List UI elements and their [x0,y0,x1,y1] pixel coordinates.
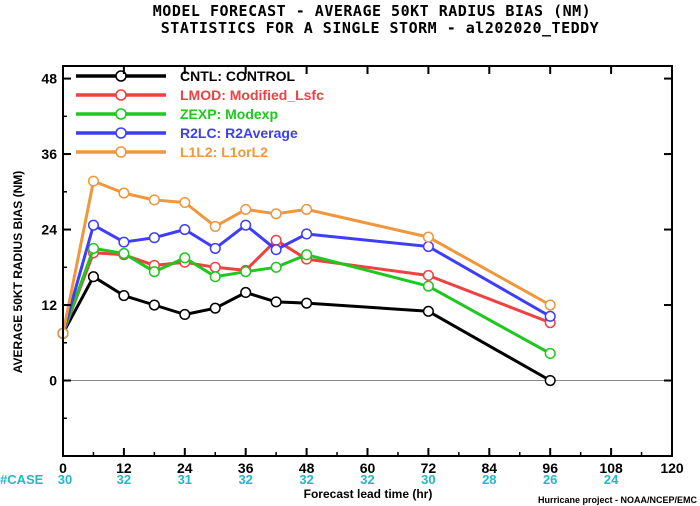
case-count: 32 [117,472,131,487]
case-count: 28 [482,472,496,487]
data-point [209,220,221,232]
data-point [422,269,434,282]
legend-marker-2 [115,108,127,120]
data-point [422,305,434,317]
data-point [148,299,160,311]
data-point [179,252,191,264]
data-point [148,266,160,278]
y-tick-label: 48 [41,71,57,87]
data-point [87,242,99,254]
legend-entry-1: LMOD: Modified_Lsfc [180,87,324,103]
data-point [179,308,191,321]
data-point [270,261,282,273]
case-count: 32 [360,472,374,487]
case-count: 32 [238,472,252,487]
y-axis-label: AVERAGE 50KT RADIUS BIAS (NM) [11,171,25,373]
plot-area [63,66,672,456]
x-tick-label: 72 [421,460,437,476]
data-point [209,261,221,273]
chart-title: MODEL FORECAST - AVERAGE 50KT RADIUS BIA… [152,2,592,20]
data-point [240,286,252,299]
data-point [179,196,191,209]
case-count: 26 [543,472,557,487]
data-point [240,266,252,278]
data-point [87,271,99,283]
x-tick-label: 12 [116,460,132,476]
data-point [301,297,313,309]
data-point [148,232,160,244]
data-point [301,203,313,215]
x-tick-label: 96 [542,460,558,476]
data-point [87,175,99,187]
data-point [209,302,221,314]
case-count: 32 [299,472,313,487]
data-point [301,249,313,261]
x-tick-label: 120 [660,460,684,476]
x-tick-label: 60 [360,460,376,476]
data-point [179,223,191,236]
x-tick-label: 108 [599,460,623,476]
chart-subtitle: STATISTICS FOR A SINGLE STORM - al202020… [160,19,600,37]
x-tick-label: 36 [238,460,254,476]
credit-text: Hurricane project - NOAA/NCEP/EMC [538,495,698,505]
x-axis-label: Forecast lead time (hr) [304,487,433,501]
data-point [118,187,130,199]
x-tick-label: 84 [482,460,498,476]
y-tick-label: 24 [41,222,57,238]
data-point [148,194,160,206]
case-count: 24 [604,472,619,487]
legend-entry-3: R2LC: R2Average [180,125,298,141]
x-tick-label: 24 [177,460,193,476]
data-point [301,228,313,240]
data-point [544,310,556,322]
x-tick-label: 48 [299,460,315,476]
x-tick-label: 0 [59,460,67,476]
data-point [544,347,556,360]
data-point [87,219,99,231]
legend-entry-0: CNTL: CONTROL [180,68,296,84]
legend-marker-1 [115,89,127,101]
data-point [270,244,282,256]
data-point [422,240,434,253]
data-point [209,242,221,254]
data-point [240,219,252,231]
data-point [422,231,434,243]
case-count: 30 [421,472,435,487]
legend-marker-4 [115,146,127,158]
case-count: 30 [58,472,72,487]
y-tick-label: 36 [41,146,57,162]
data-point [270,208,282,220]
data-point [270,296,282,308]
y-tick-label: 0 [49,373,57,389]
legend-entry-2: ZEXP: Modexp [180,106,278,122]
data-point [118,236,130,248]
data-point [544,374,556,387]
data-point [118,247,130,260]
data-point [240,203,252,215]
legend-entry-4: L1L2: L1orL2 [180,144,268,160]
data-point [270,234,282,246]
case-count: 31 [178,472,192,487]
data-point [422,280,434,292]
y-tick-label: 12 [41,297,57,313]
legend-marker-3 [115,127,127,139]
data-point [544,299,556,311]
case-label: #CASE [0,472,44,487]
data-point [118,290,130,302]
data-point [209,271,221,283]
